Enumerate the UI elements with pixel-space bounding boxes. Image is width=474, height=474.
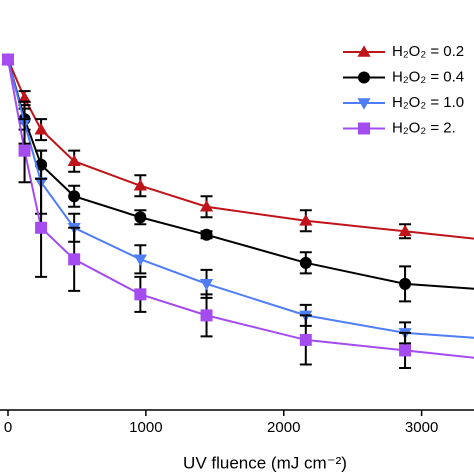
marker	[200, 309, 213, 322]
marker	[2, 53, 14, 66]
x-tick-label: 1000	[129, 419, 162, 436]
marker	[299, 256, 312, 269]
marker	[134, 211, 147, 224]
marker	[68, 253, 81, 266]
legend-label: H₂O₂ = 2.	[392, 119, 456, 136]
marker	[299, 333, 312, 346]
legend-marker	[357, 98, 371, 110]
legend-marker	[357, 45, 371, 57]
marker	[199, 279, 214, 291]
marker	[399, 277, 412, 290]
legend-marker	[358, 71, 370, 84]
marker	[67, 154, 81, 166]
marker	[398, 224, 412, 237]
marker	[399, 344, 412, 357]
marker	[200, 228, 213, 241]
legend-label: H₂O₂ = 0.2	[392, 43, 464, 60]
legend-label: H₂O₂ = 1.0	[392, 94, 464, 111]
marker	[34, 123, 48, 135]
legend-label: H₂O₂ = 0.4	[392, 68, 464, 85]
x-tick-label: 3000	[405, 419, 438, 436]
marker	[299, 214, 313, 226]
x-axis-label: UV fluence (mJ cm⁻²)	[183, 453, 347, 472]
marker	[134, 288, 147, 301]
marker	[17, 91, 32, 103]
x-tick-label: 0	[4, 419, 12, 436]
marker	[133, 254, 147, 266]
marker	[133, 179, 147, 191]
marker	[18, 144, 31, 157]
x-tick-label: 2000	[267, 419, 300, 436]
marker	[199, 200, 214, 212]
legend-marker	[358, 122, 370, 135]
marker	[68, 190, 81, 203]
marker	[35, 221, 48, 234]
